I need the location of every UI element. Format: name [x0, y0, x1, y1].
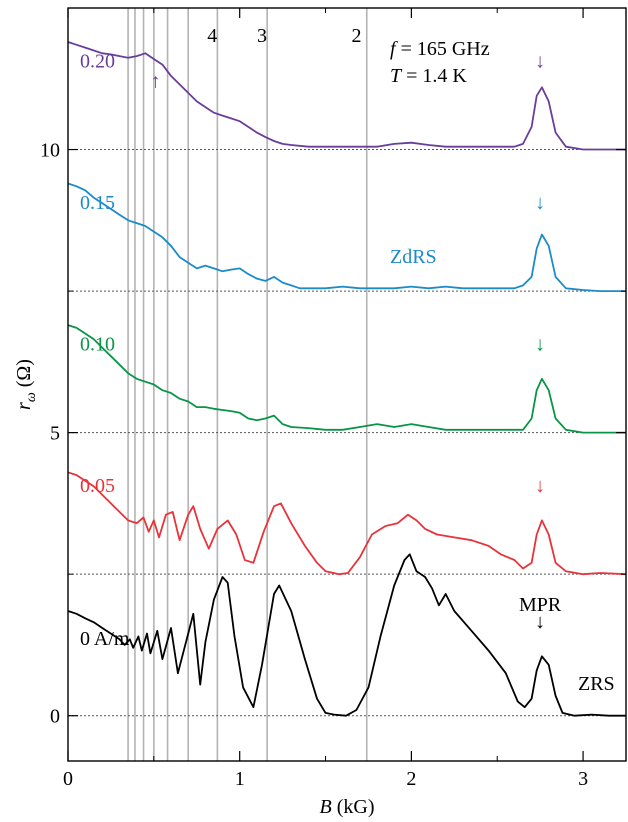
temperature-label: T = 1.4 K: [390, 65, 467, 87]
series-label-s05: 0.05: [80, 475, 115, 497]
y-tick-label-1: 5: [50, 423, 60, 445]
up-arrow-icon: ↑: [151, 70, 161, 92]
x-tick-label-1: 1: [235, 768, 245, 790]
plot-frame: [67, 7, 627, 762]
series-label-s10: 0.10: [80, 334, 115, 356]
series-line-s15: [67, 182, 626, 292]
series-label-s0: 0 A/m: [80, 628, 130, 650]
y-tick-label-0: 0: [50, 706, 60, 728]
axes: 0 1 2 3 0 5 10 B (kG) rω (Ω): [13, 7, 627, 818]
filling-factor-label-2: 2: [351, 25, 361, 47]
chart-labels: 0 A/m ↓ 0.05 ↓ 0.10 ↓ 0.15 ↓ 0.20 ↓ ↑ 4 3 2 f = 165 GH…: [80, 25, 615, 695]
x-axis-label: B (kG): [320, 796, 375, 818]
series-group: [67, 41, 627, 717]
y-tick-label-2: 10: [40, 140, 60, 162]
x-tick-label-0: 0: [63, 768, 73, 790]
peak-arrow-s15: ↓: [535, 192, 545, 214]
peak-arrow-s0: ↓: [535, 611, 545, 633]
mpr-label: MPR: [519, 594, 562, 616]
zdrs-label: ZdRS: [390, 246, 437, 268]
series-label-s20: 0.20: [80, 50, 115, 72]
zrs-label: ZRS: [578, 673, 615, 695]
x-tick-label-2: 2: [406, 768, 416, 790]
series-baselines: [68, 149, 626, 717]
series-line-s20: [67, 41, 626, 151]
series-line-s05: [67, 471, 627, 576]
frequency-label: f = 165 GHz: [390, 38, 490, 60]
y-axis-label: rω (Ω): [13, 359, 39, 410]
series-label-s15: 0.15: [80, 192, 115, 214]
x-tick-label-3: 3: [578, 768, 588, 790]
series-line-s0: [67, 553, 626, 717]
filling-factor-label-3: 3: [257, 25, 267, 47]
series-line-s10: [67, 324, 626, 434]
filling-factor-lines: [127, 8, 368, 761]
filling-factor-label-4: 4: [207, 25, 217, 47]
peak-arrow-s10: ↓: [535, 334, 545, 356]
peak-arrow-s05: ↓: [535, 475, 545, 497]
peak-arrow-s20: ↓: [535, 50, 545, 72]
